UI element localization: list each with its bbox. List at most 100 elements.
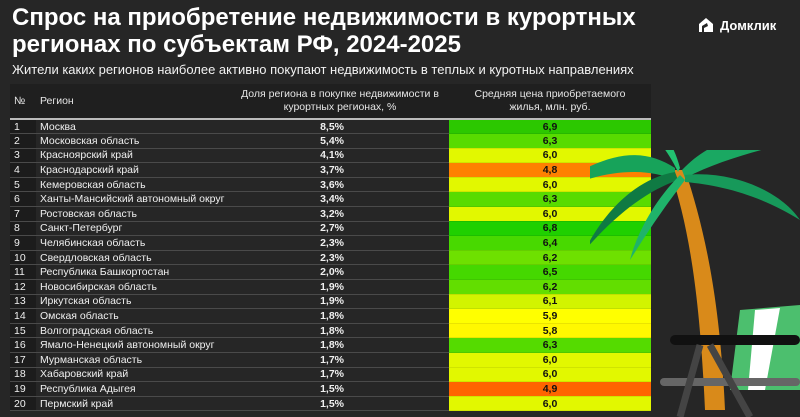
- row-share: 8,5%: [229, 119, 449, 135]
- row-region: Мурманская область: [36, 352, 230, 368]
- row-region: Свердловская область: [36, 250, 230, 266]
- row-region: Иркутская область: [36, 294, 230, 310]
- table-row: 13 Иркутская область 1,9% 6,1: [10, 294, 651, 310]
- row-price: 6,0: [449, 177, 651, 193]
- row-share: 1,7%: [229, 352, 449, 368]
- row-number: 14: [10, 308, 36, 324]
- row-number: 9: [10, 235, 36, 251]
- row-share: 2,0%: [229, 264, 449, 281]
- palm-leaf: [685, 174, 800, 220]
- row-share: 3,7%: [229, 162, 449, 178]
- row-number: 10: [10, 250, 36, 266]
- table-row: 6 Ханты-Мансийский автономный округ 3,4% 6,…: [10, 191, 651, 208]
- row-price: 6,5: [449, 264, 651, 281]
- row-share: 1,9%: [229, 279, 449, 295]
- row-price: 6,2: [449, 250, 651, 266]
- palm-leaf: [590, 155, 675, 180]
- table-row: 18 Хабаровский край 1,7% 6,0: [10, 367, 651, 383]
- table-row: 15 Волгоградская область 1,8% 5,8: [10, 323, 651, 339]
- palm-leaf: [665, 150, 680, 172]
- row-price: 6,9: [449, 119, 651, 135]
- row-region: Новосибирская область: [36, 279, 230, 295]
- row-region: Республика Адыгея: [36, 381, 230, 397]
- row-number: 16: [10, 337, 36, 353]
- palm-leaf: [630, 175, 685, 260]
- table-row: 9 Челябинская область 2,3% 6,4: [10, 235, 651, 251]
- row-share: 1,5%: [229, 381, 449, 397]
- row-number: 20: [10, 396, 36, 412]
- table-row: 11 Республика Башкортостан 2,0% 6,5: [10, 264, 651, 281]
- row-price: 5,9: [449, 308, 651, 324]
- page-subtitle: Жители каких регионов наиболее активно п…: [12, 62, 634, 77]
- row-region: Челябинская область: [36, 235, 230, 251]
- row-region: Санкт-Петербург: [36, 221, 230, 237]
- table-row: 4 Краснодарский край 3,7% 4,8: [10, 162, 651, 178]
- table-row: 2 Московская область 5,4% 6,3: [10, 133, 651, 149]
- row-number: 8: [10, 221, 36, 237]
- table-row: 20 Пермский край 1,5% 6,0: [10, 396, 651, 412]
- row-region: Хабаровский край: [36, 367, 230, 383]
- demand-table: № Регион Доля региона в покупке недвижим…: [10, 84, 651, 412]
- row-share: 1,8%: [229, 323, 449, 339]
- row-number: 18: [10, 367, 36, 383]
- row-number: 3: [10, 148, 36, 164]
- row-share: 1,7%: [229, 367, 449, 383]
- row-price: 6,0: [449, 396, 651, 412]
- row-price: 5,8: [449, 323, 651, 339]
- row-number: 17: [10, 352, 36, 368]
- row-region: Пермский край: [36, 396, 230, 412]
- row-price: 6,3: [449, 337, 651, 353]
- row-region: Волгоградская область: [36, 323, 230, 339]
- row-share: 3,6%: [229, 177, 449, 193]
- col-region: Регион: [36, 84, 230, 120]
- row-share: 5,4%: [229, 133, 449, 149]
- table-row: 16 Ямало-Ненецкий автономный округ 1,8% 6,3: [10, 337, 651, 353]
- table-row: 1 Москва 8,5% 6,9: [10, 119, 651, 135]
- row-number: 13: [10, 294, 36, 310]
- row-price: 4,9: [449, 381, 651, 397]
- row-number: 15: [10, 323, 36, 339]
- col-price: Средняя цена приобретаемого жилья, млн. …: [449, 84, 651, 120]
- palm-leaf: [590, 172, 678, 245]
- row-share: 3,2%: [229, 206, 449, 222]
- row-price: 6,0: [449, 148, 651, 164]
- house-logo-icon: [699, 18, 713, 32]
- row-number: 2: [10, 133, 36, 149]
- col-num: №: [10, 84, 36, 120]
- row-price: 6,0: [449, 367, 651, 383]
- row-number: 11: [10, 264, 36, 281]
- row-price: 6,0: [449, 352, 651, 368]
- row-price: 6,4: [449, 235, 651, 251]
- row-region: Омская область: [36, 308, 230, 324]
- table-header: № Регион Доля региона в покупке недвижим…: [10, 84, 651, 120]
- row-price: 6,3: [449, 133, 651, 149]
- row-region: Москва: [36, 119, 230, 135]
- row-number: 4: [10, 162, 36, 178]
- chair-armrest: [670, 335, 800, 345]
- row-region: Краснодарский край: [36, 162, 230, 178]
- page-title: Спрос на приобретение недвижимости в кур…: [12, 4, 636, 58]
- row-number: 1: [10, 119, 36, 135]
- row-share: 2,7%: [229, 221, 449, 237]
- row-number: 6: [10, 191, 36, 208]
- table-row: 5 Кемеровская область 3,6% 6,0: [10, 177, 651, 193]
- palm-leaf: [682, 150, 762, 178]
- row-share: 2,3%: [229, 250, 449, 266]
- row-price: 6,1: [449, 294, 651, 310]
- row-region: Республика Башкортостан: [36, 264, 230, 281]
- logo-text: Домклик: [720, 17, 777, 33]
- row-region: Ростовская область: [36, 206, 230, 222]
- table-row: 10 Свердловская область 2,3% 6,2: [10, 250, 651, 266]
- row-region: Красноярский край: [36, 148, 230, 164]
- row-share: 1,8%: [229, 337, 449, 353]
- row-share: 1,8%: [229, 308, 449, 324]
- row-number: 19: [10, 381, 36, 397]
- row-price: 6,2: [449, 279, 651, 295]
- row-price: 6,3: [449, 191, 651, 208]
- domclick-logo: Домклик: [697, 16, 776, 34]
- row-price: 6,0: [449, 206, 651, 222]
- row-region: Ханты-Мансийский автономный округ: [36, 191, 230, 208]
- row-share: 3,4%: [229, 191, 449, 208]
- table-row: 19 Республика Адыгея 1,5% 4,9: [10, 381, 651, 397]
- row-number: 7: [10, 206, 36, 222]
